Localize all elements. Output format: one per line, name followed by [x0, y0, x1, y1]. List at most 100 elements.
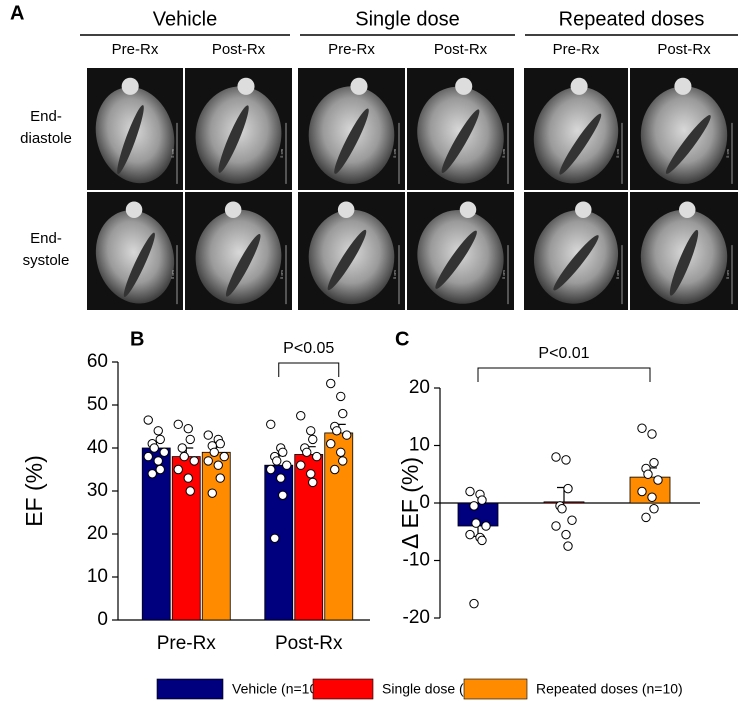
- data-point: [147, 469, 157, 479]
- data-point: [189, 456, 199, 466]
- mri-vessel: [121, 77, 139, 95]
- mri-heart: [195, 209, 282, 305]
- data-point: [563, 541, 573, 551]
- mri-chamber-wall: [218, 105, 249, 173]
- legend-label: Vehicle (n=10): [232, 681, 322, 697]
- y-axis-label: Δ EF (%): [397, 457, 423, 549]
- data-point: [282, 460, 292, 470]
- row-label: End-: [30, 108, 62, 125]
- data-point: [336, 391, 346, 402]
- data-point: [469, 501, 479, 511]
- data-point: [153, 426, 163, 436]
- scale-label: 5 cm: [725, 148, 730, 157]
- y-tick-label: 0: [97, 609, 108, 630]
- x-tick-label: Post-Rx: [275, 633, 343, 654]
- data-point: [647, 429, 657, 439]
- legend-swatch: [312, 678, 374, 700]
- y-tick-label: 20: [87, 523, 108, 544]
- scale-label: 5 cm: [725, 270, 730, 279]
- significance-bracket: [278, 362, 340, 377]
- column-title: Post-Rx: [212, 41, 266, 58]
- data-point: [302, 447, 312, 457]
- column-title: Pre-Rx: [112, 41, 159, 58]
- column-title: Pre-Rx: [553, 41, 600, 58]
- data-point: [637, 486, 647, 497]
- y-axis-label: EF (%): [21, 455, 47, 527]
- scale-label: 5 cm: [501, 270, 506, 279]
- column-title: Post-Rx: [657, 41, 711, 58]
- mri-vessel: [125, 201, 143, 218]
- data-point: [465, 529, 475, 540]
- data-point: [296, 460, 306, 470]
- significance-bracket: [477, 367, 651, 382]
- bar: [141, 447, 171, 621]
- data-point: [649, 504, 659, 514]
- mri-chamber-wall: [123, 232, 155, 297]
- data-point: [561, 529, 571, 540]
- y-tick-label: 10: [409, 435, 430, 456]
- data-point: [278, 490, 288, 500]
- data-point: [203, 456, 213, 466]
- x-tick-label: Pre-Rx: [157, 633, 217, 654]
- data-point: [561, 455, 571, 465]
- data-point: [338, 408, 348, 419]
- data-point: [266, 419, 276, 430]
- data-point: [203, 430, 213, 440]
- data-point: [643, 469, 653, 479]
- data-point: [296, 411, 306, 421]
- y-tick-label: 50: [87, 394, 108, 415]
- mri-heart: [533, 86, 619, 184]
- mri-vessel: [224, 201, 242, 218]
- y-tick-label: 40: [87, 437, 108, 458]
- legend-label: Repeated doses (n=10): [536, 681, 683, 697]
- mri-chamber-wall: [553, 235, 599, 291]
- data-point: [266, 464, 276, 475]
- data-point: [173, 419, 183, 430]
- data-point: [306, 469, 316, 479]
- data-point: [330, 464, 340, 475]
- mri-vessel: [575, 201, 592, 218]
- scale-label: 5 cm: [279, 270, 284, 279]
- group-title: Vehicle: [153, 8, 218, 30]
- scale-label: 5 cm: [170, 270, 175, 279]
- data-point: [563, 483, 573, 494]
- data-point: [306, 426, 316, 436]
- bar: [294, 454, 324, 621]
- y-tick-label: 30: [87, 480, 108, 501]
- y-tick-label: -20: [403, 607, 430, 628]
- data-point: [326, 378, 336, 389]
- mri-vessel: [678, 201, 696, 218]
- data-point: [215, 473, 225, 483]
- data-point: [143, 415, 153, 425]
- mri-vessel: [337, 201, 355, 218]
- mri-chamber-wall: [559, 113, 602, 175]
- mri-chamber-wall: [117, 105, 144, 174]
- mri-heart: [640, 86, 728, 184]
- data-point: [308, 434, 318, 445]
- data-point: [209, 447, 219, 457]
- data-point: [641, 512, 651, 523]
- data-point: [276, 473, 286, 483]
- data-point: [143, 451, 153, 462]
- data-point: [185, 486, 195, 496]
- scale-label: 5 cm: [392, 148, 397, 157]
- data-point: [477, 535, 487, 546]
- mri-vessel: [570, 77, 588, 95]
- data-point: [272, 456, 282, 466]
- mri-vessel: [350, 77, 368, 95]
- data-point: [219, 451, 229, 462]
- mri-chamber-wall: [669, 229, 699, 296]
- mri-chamber-wall: [334, 108, 369, 174]
- data-point: [326, 439, 336, 449]
- data-point: [481, 521, 491, 531]
- mri-chamber-wall: [435, 230, 477, 289]
- mri-chamber-wall: [441, 109, 480, 174]
- data-point: [215, 439, 225, 449]
- data-point: [213, 460, 223, 470]
- y-tick-label: 60: [87, 351, 108, 372]
- row-label: systole: [23, 252, 70, 269]
- data-point: [653, 475, 663, 485]
- data-point: [567, 515, 577, 525]
- data-point: [332, 426, 342, 436]
